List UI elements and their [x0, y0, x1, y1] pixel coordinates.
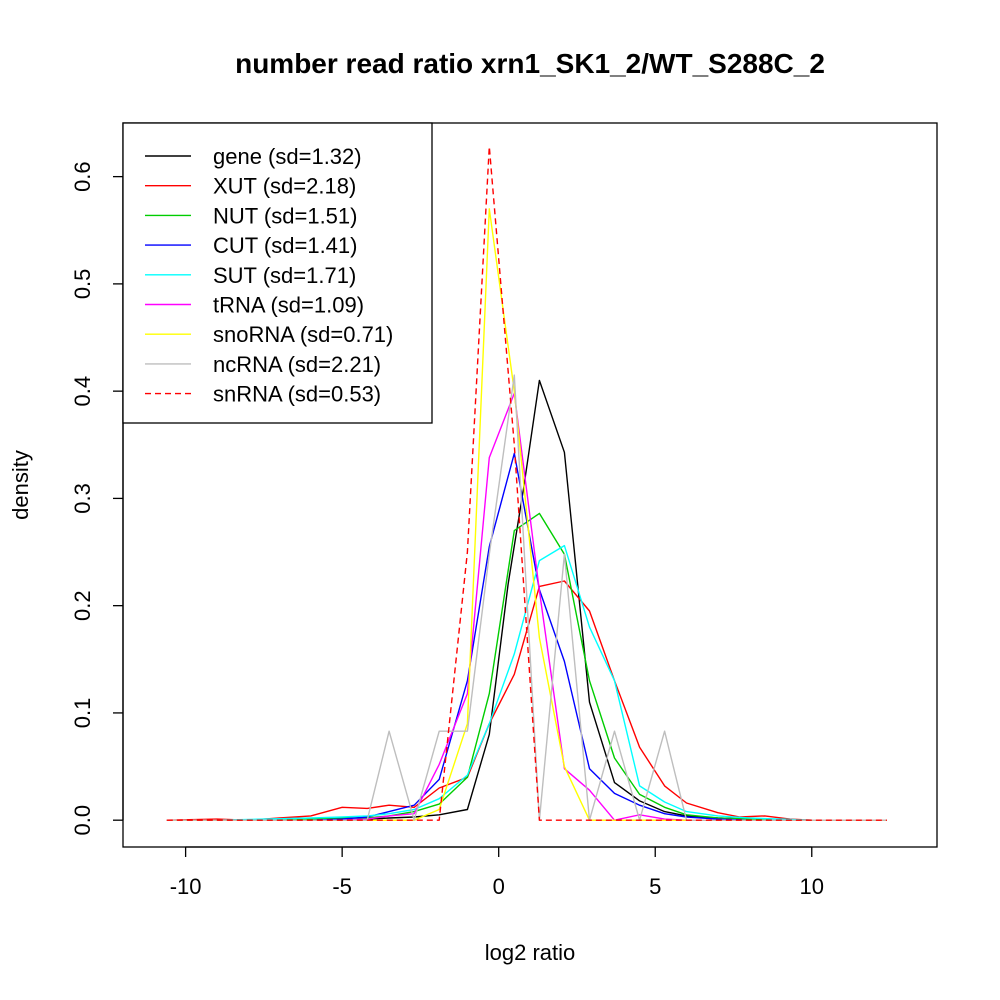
- legend-label: ncRNA (sd=2.21): [213, 352, 381, 377]
- x-axis-label: log2 ratio: [485, 940, 576, 965]
- y-tick-label: 0.4: [70, 376, 95, 407]
- x-tick-label: -10: [170, 874, 202, 899]
- y-tick-label: 0.0: [70, 805, 95, 836]
- series-line-1: [166, 580, 887, 821]
- x-tick-label: 5: [649, 874, 661, 899]
- legend-box: [122, 122, 433, 424]
- legend-label: tRNA (sd=1.09): [213, 293, 364, 318]
- chart-title: number read ratio xrn1_SK1_2/WT_S288C_2: [235, 48, 825, 79]
- series-line-2: [166, 512, 887, 821]
- y-axis: 0.0 0.1 0.2 0.3 0.4 0.5 0.6: [70, 161, 124, 836]
- series-line-8: [166, 145, 887, 821]
- legend: gene (sd=1.32) XUT (sd=2.18) NUT (sd=1.51)…: [122, 122, 433, 424]
- legend-label: CUT (sd=1.41): [213, 233, 357, 258]
- legend-label: XUT (sd=2.18): [213, 174, 356, 199]
- legend-label: gene (sd=1.32): [213, 144, 362, 169]
- x-tick-label: -5: [332, 874, 352, 899]
- y-tick-label: 0.3: [70, 483, 95, 514]
- series-layer: [166, 145, 887, 821]
- legend-label: NUT (sd=1.51): [213, 203, 357, 228]
- y-tick-label: 0.5: [70, 269, 95, 300]
- x-tick-label: 10: [800, 874, 824, 899]
- y-axis-label: density: [8, 450, 33, 520]
- legend-label: SUT (sd=1.71): [213, 263, 356, 288]
- y-tick-label: 0.1: [70, 698, 95, 729]
- y-tick-label: 0.6: [70, 161, 95, 192]
- x-axis: -10 -5 0 5 10: [170, 846, 824, 899]
- series-line-3: [166, 452, 887, 821]
- legend-label: snRNA (sd=0.53): [213, 382, 381, 407]
- y-tick-label: 0.2: [70, 590, 95, 621]
- series-line-7: [166, 374, 887, 821]
- x-tick-label: 0: [493, 874, 505, 899]
- legend-label: snoRNA (sd=0.71): [213, 322, 393, 347]
